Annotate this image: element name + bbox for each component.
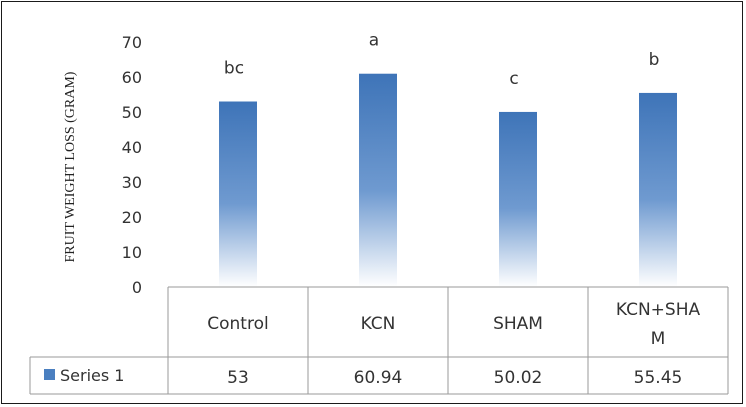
category-label: KCN+SHA M xyxy=(616,300,701,349)
table-value: 53 xyxy=(227,368,249,388)
legend-label: Series 1 xyxy=(60,366,124,385)
y-tick-label: 60 xyxy=(122,68,142,87)
bar xyxy=(499,111,537,288)
y-tick-label: 0 xyxy=(132,278,142,297)
significance-letter: a xyxy=(369,31,379,51)
table-value: 50.02 xyxy=(494,368,543,388)
bar xyxy=(359,73,397,288)
category-label: KCN xyxy=(361,314,396,334)
category-label: Control xyxy=(207,314,268,334)
legend-swatch xyxy=(44,369,55,380)
significance-letter: b xyxy=(649,50,660,70)
y-tick-label: 70 xyxy=(122,33,142,52)
table-value: 55.45 xyxy=(634,368,683,388)
y-tick-label: 50 xyxy=(122,103,142,122)
y-tick-label: 20 xyxy=(122,208,142,227)
y-tick-label: 10 xyxy=(122,243,142,262)
category-label: SHAM xyxy=(493,314,543,334)
y-axis-title: FRUIT WEIGHT LOSS (GRAM) xyxy=(63,71,78,262)
y-tick-label: 30 xyxy=(122,173,142,192)
significance-letter: c xyxy=(509,69,518,89)
significance-letter: bc xyxy=(224,59,244,79)
bar xyxy=(639,92,677,287)
y-tick-label: 40 xyxy=(122,138,142,157)
bar xyxy=(219,101,257,287)
table-value: 60.94 xyxy=(354,368,403,388)
